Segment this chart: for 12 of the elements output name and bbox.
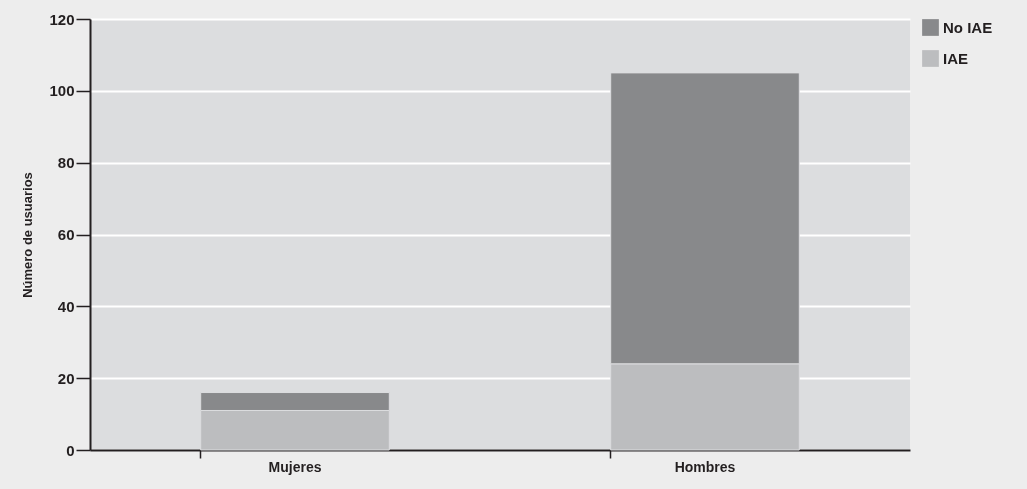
- y-tick-label: 60: [57, 226, 75, 243]
- x-tick-label: Hombres: [674, 458, 736, 475]
- legend-label: No IAE: [943, 18, 993, 36]
- y-tick-label: 20: [57, 369, 75, 387]
- y-tick-label: 0: [66, 441, 75, 459]
- legend-label: IAE: [943, 49, 969, 67]
- x-tick-label: Mujeres: [268, 458, 322, 475]
- y-tick-label: 40: [57, 297, 75, 315]
- y-axis-title: Número de usuarios: [20, 172, 36, 298]
- y-tick-label: 80: [57, 154, 75, 172]
- y-tick-label: 120: [49, 10, 75, 28]
- y-tick-label: 100: [49, 82, 75, 100]
